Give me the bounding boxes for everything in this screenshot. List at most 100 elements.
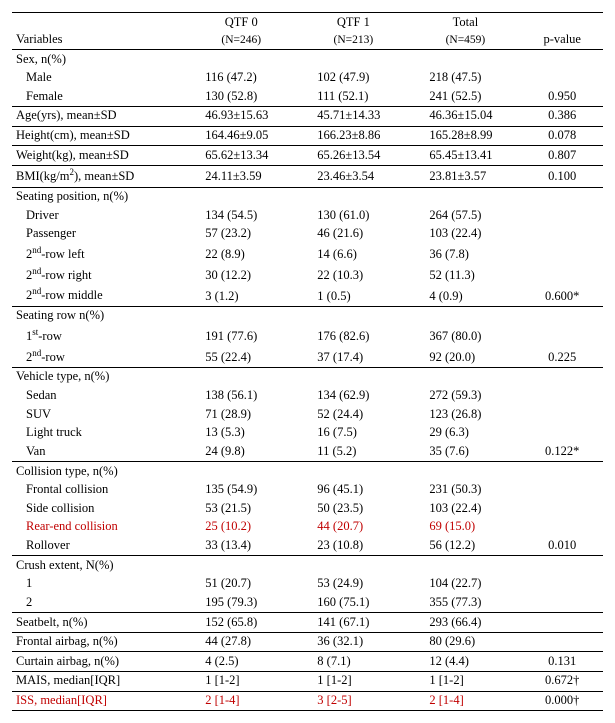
cell-p <box>521 405 603 424</box>
table-row: MAIS, median[IQR]1 [1-2]1 [1-2]1 [1-2]0.… <box>12 671 603 691</box>
cell-q1: 111 (52.1) <box>297 87 409 106</box>
cell-q0: 55 (22.4) <box>185 346 297 367</box>
cell-q1: 14 (6.6) <box>297 243 409 264</box>
cell-p <box>521 575 603 594</box>
table-row: Passenger57 (23.2)46 (21.6)103 (22.4) <box>12 225 603 244</box>
table-row: 1st-row191 (77.6)176 (82.6)367 (80.0) <box>12 325 603 346</box>
cell-var: Frontal collision <box>12 481 185 500</box>
cell-var: SUV <box>12 405 185 424</box>
table-row: Curtain airbag, n(%)4 (2.5)8 (7.1)12 (4.… <box>12 652 603 672</box>
cell-tot: 104 (22.7) <box>409 575 521 594</box>
cell-q0: 13 (5.3) <box>185 424 297 443</box>
cell-q1: 1 (0.5) <box>297 285 409 306</box>
cell-tot: 2 [1-4] <box>409 691 521 711</box>
cell-q1: 65.26±13.54 <box>297 146 409 166</box>
cell-var: Sedan <box>12 387 185 406</box>
cell-tot <box>409 306 521 325</box>
cell-q1: 3 [2-5] <box>297 691 409 711</box>
cell-p <box>521 424 603 443</box>
cell-tot <box>409 556 521 575</box>
table-row: Seating row n(%) <box>12 306 603 325</box>
cell-q1: 45.71±14.33 <box>297 106 409 126</box>
cell-p <box>521 243 603 264</box>
cell-q0: 24 (9.8) <box>185 442 297 461</box>
hdr-total-n: (N=459) <box>409 32 521 50</box>
cell-var: Curtain airbag, n(%) <box>12 652 185 672</box>
hdr-variables: Variables <box>12 13 185 50</box>
table-row: Sex, n(%) <box>12 50 603 69</box>
cell-q1: 141 (67.1) <box>297 613 409 633</box>
cell-tot: 52 (11.3) <box>409 264 521 285</box>
cell-p <box>521 325 603 346</box>
cell-q1: 166.23±8.86 <box>297 126 409 146</box>
cell-q1 <box>297 306 409 325</box>
table-row: Rollover33 (13.4)23 (10.8)56 (12.2)0.010 <box>12 537 603 556</box>
cell-q0: 46.93±15.63 <box>185 106 297 126</box>
table-row: Frontal collision135 (54.9)96 (45.1)231 … <box>12 481 603 500</box>
cell-q0: 130 (52.8) <box>185 87 297 106</box>
hdr-qtf1-n: (N=213) <box>297 32 409 50</box>
table-row: Vehicle type, n(%) <box>12 367 603 386</box>
cell-p: 0.010 <box>521 537 603 556</box>
cell-var: Frontal airbag, n(%) <box>12 632 185 652</box>
cell-var: 2nd-row left <box>12 243 185 264</box>
cell-p: 0.672† <box>521 671 603 691</box>
cell-q0: 3 (1.2) <box>185 285 297 306</box>
cell-q0: 44 (27.8) <box>185 632 297 652</box>
cell-q1: 160 (75.1) <box>297 593 409 612</box>
cell-p <box>521 206 603 225</box>
table-row: Female130 (52.8)111 (52.1)241 (52.5)0.95… <box>12 87 603 106</box>
cell-p: 0.950 <box>521 87 603 106</box>
table-row: Collision type, n(%) <box>12 462 603 481</box>
cell-q0: 1 [1-2] <box>185 671 297 691</box>
cell-tot: 293 (66.4) <box>409 613 521 633</box>
cell-tot: 103 (22.4) <box>409 225 521 244</box>
cell-var: Seating position, n(%) <box>12 187 185 206</box>
cell-q0: 57 (23.2) <box>185 225 297 244</box>
table-row: Weight(kg), mean±SD65.62±13.3465.26±13.5… <box>12 146 603 166</box>
cell-var: Weight(kg), mean±SD <box>12 146 185 166</box>
cell-tot: 69 (15.0) <box>409 518 521 537</box>
table-row: Driver134 (54.5)130 (61.0)264 (57.5) <box>12 206 603 225</box>
cell-tot: 123 (26.8) <box>409 405 521 424</box>
cell-q1: 1 [1-2] <box>297 671 409 691</box>
cell-q1: 96 (45.1) <box>297 481 409 500</box>
cell-p: 0.807 <box>521 146 603 166</box>
cell-q0: 116 (47.2) <box>185 69 297 88</box>
hdr-qtf0: QTF 0 <box>185 13 297 32</box>
cell-var: Height(cm), mean±SD <box>12 126 185 146</box>
cell-q1: 36 (32.1) <box>297 632 409 652</box>
cell-p: 0.078 <box>521 126 603 146</box>
cell-var: Age(yrs), mean±SD <box>12 106 185 126</box>
cell-q0: 65.62±13.34 <box>185 146 297 166</box>
cell-p: 0.225 <box>521 346 603 367</box>
table-body: Sex, n(%)Male116 (47.2)102 (47.9)218 (47… <box>12 50 603 711</box>
table-row: Van24 (9.8)11 (5.2)35 (7.6)0.122* <box>12 442 603 461</box>
table-row: Seating position, n(%) <box>12 187 603 206</box>
cell-var: Crush extent, N(%) <box>12 556 185 575</box>
table-row: SUV71 (28.9)52 (24.4)123 (26.8) <box>12 405 603 424</box>
cell-tot: 65.45±13.41 <box>409 146 521 166</box>
cell-q0: 25 (10.2) <box>185 518 297 537</box>
cell-tot: 264 (57.5) <box>409 206 521 225</box>
cell-q1: 46 (21.6) <box>297 225 409 244</box>
cell-var: 2nd-row <box>12 346 185 367</box>
cell-p <box>521 518 603 537</box>
cell-var: Rollover <box>12 537 185 556</box>
cell-q0: 191 (77.6) <box>185 325 297 346</box>
cell-q1: 11 (5.2) <box>297 442 409 461</box>
cell-var: Sex, n(%) <box>12 50 185 69</box>
cell-q1: 22 (10.3) <box>297 264 409 285</box>
cell-q0: 51 (20.7) <box>185 575 297 594</box>
table-row: ISS, median[IQR]2 [1-4]3 [2-5]2 [1-4]0.0… <box>12 691 603 711</box>
cell-var: Collision type, n(%) <box>12 462 185 481</box>
cell-q1 <box>297 367 409 386</box>
cell-p <box>521 225 603 244</box>
cell-q0: 138 (56.1) <box>185 387 297 406</box>
cell-tot: 46.36±15.04 <box>409 106 521 126</box>
cell-q1: 23 (10.8) <box>297 537 409 556</box>
cell-var: Seating row n(%) <box>12 306 185 325</box>
stats-table: Variables QTF 0 QTF 1 Total p-value (N=2… <box>12 12 603 711</box>
table-row: 2nd-row left22 (8.9)14 (6.6)36 (7.8) <box>12 243 603 264</box>
cell-tot: 80 (29.6) <box>409 632 521 652</box>
